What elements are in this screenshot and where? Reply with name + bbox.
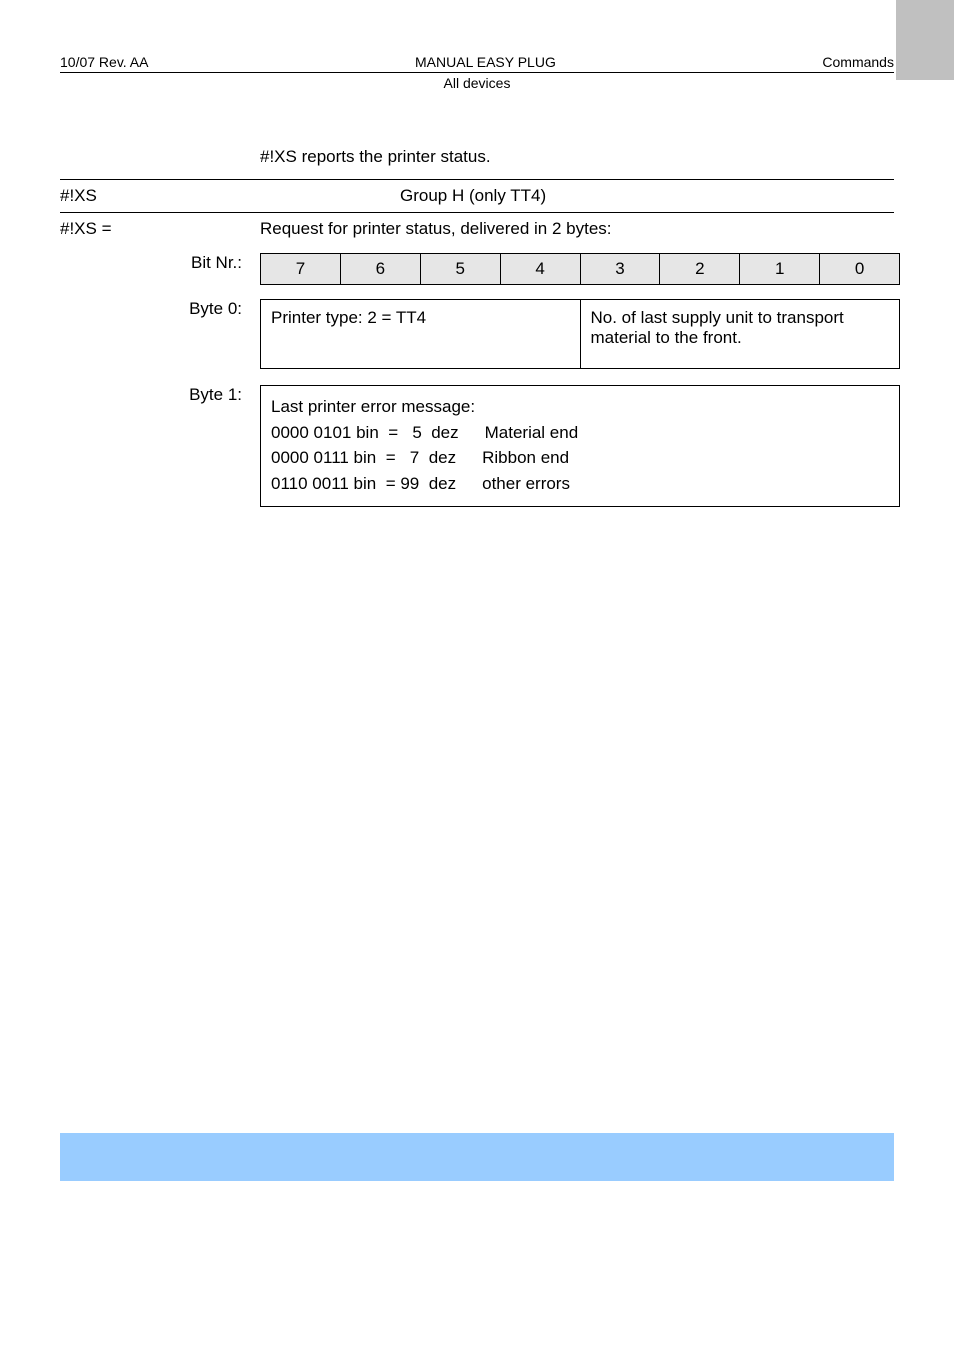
bit-cell: 4 [500,254,580,285]
cmd-name: #!XS [60,186,260,206]
bit-table: 7 6 5 4 3 2 1 0 [260,253,900,285]
byte1-label: Byte 1: [60,385,260,405]
err-code: 0000 0111 bin = 7 dez [271,445,456,471]
header-right: Commands [822,54,894,70]
bit-cell: 1 [740,254,820,285]
byte0-label: Byte 0: [60,299,260,319]
corner-box [896,0,954,80]
byte0-right: No. of last supply unit to transport mat… [580,300,900,369]
err-code: 0000 0101 bin = 5 dez [271,420,459,446]
group-name: Group H (only TT4) [400,186,546,206]
bit-cell: 6 [340,254,420,285]
bit-label: Bit Nr.: [60,253,260,273]
header-sub: All devices [60,75,894,91]
bit-cell: 0 [820,254,900,285]
intro-text: #!XS reports the printer status. [260,147,894,167]
divider-top [60,179,894,180]
byte1-title: Last printer error message: [271,394,889,420]
header-center: MANUAL EASY PLUG [415,54,556,70]
param-label: #!XS = [60,219,260,239]
bit-cell: 2 [660,254,740,285]
err-meaning: Material end [485,420,579,446]
err-row: 0000 0111 bin = 7 dez Ribbon end [271,445,889,471]
header-left: 10/07 Rev. AA [60,54,148,70]
byte0-table: Printer type: 2 = TT4 No. of last supply… [260,299,900,369]
divider-mid [60,212,894,213]
err-meaning: other errors [482,471,570,497]
err-meaning: Ribbon end [482,445,569,471]
err-code: 0110 0011 bin = 99 dez [271,471,456,497]
bit-cell: 7 [261,254,341,285]
err-row: 0000 0101 bin = 5 dez Material end [271,420,889,446]
bit-cell: 5 [420,254,500,285]
page-header: 10/07 Rev. AA MANUAL EASY PLUG Commands … [0,0,954,91]
param-desc: Request for printer status, delivered in… [260,219,894,239]
byte0-left: Printer type: 2 = TT4 [261,300,581,369]
bit-cell: 3 [580,254,660,285]
footer-band [60,1133,894,1181]
byte1-table: Last printer error message: 0000 0101 bi… [260,385,900,507]
err-row: 0110 0011 bin = 99 dez other errors [271,471,889,497]
